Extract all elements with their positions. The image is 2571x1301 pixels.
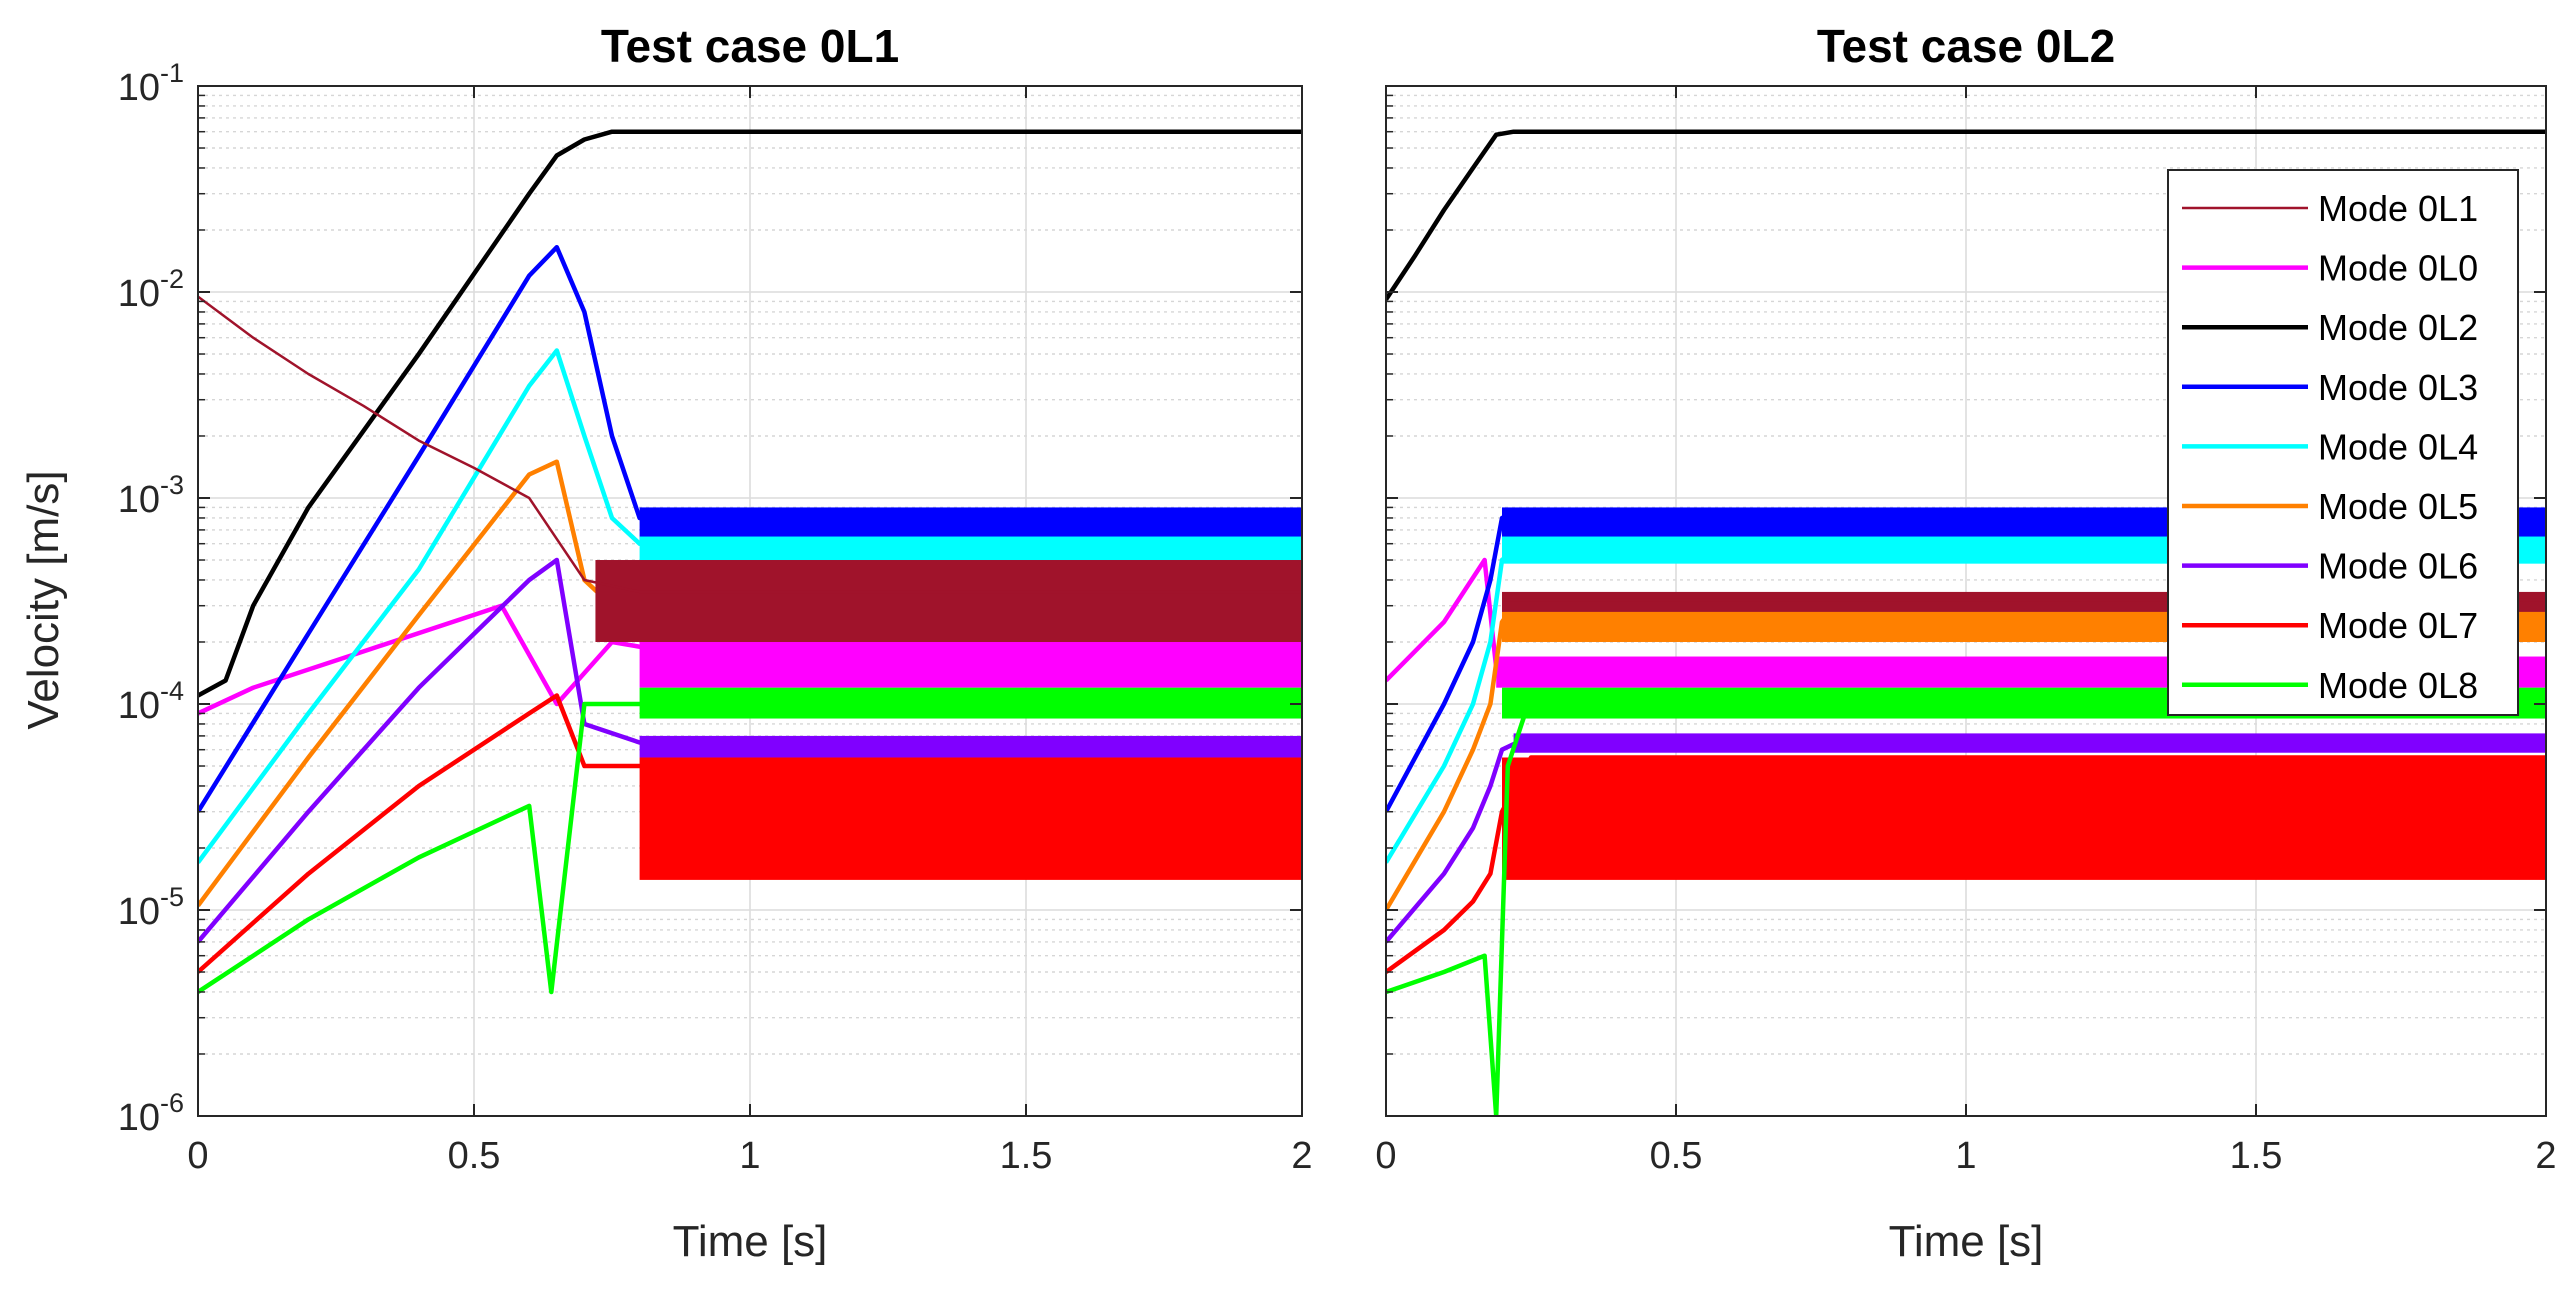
mode-0l6-line [198, 557, 1302, 944]
y-tick-base: 10 [118, 479, 160, 521]
legend-label: Mode 0L7 [2318, 605, 2478, 646]
legend-label: Mode 0L0 [2318, 248, 2478, 289]
y-tick-base: 10 [118, 891, 160, 933]
legend-item-mode-0l0[interactable]: Mode 0L0 [2182, 248, 2478, 289]
mode-0l1-line [198, 295, 1302, 594]
mode-0l0-oscillation-band [639, 633, 1302, 688]
legend-item-mode-0l5[interactable]: Mode 0L5 [2182, 486, 2478, 527]
x-tick-label: 0 [187, 1135, 208, 1177]
mode-0l4-line [198, 348, 1302, 864]
mode-0l0-line [1386, 557, 2546, 683]
legend-item-mode-0l1[interactable]: Mode 0L1 [2182, 188, 2478, 229]
y-tick-base: 10 [118, 685, 160, 727]
x-tick-label: 0.5 [448, 1135, 501, 1177]
legend-items: Mode 0L1 Mode 0L0 Mode 0L2 Mode 0L3 Mode 0L4… [2182, 188, 2478, 706]
y-tick-label: 10-2 [118, 264, 184, 315]
legend-label: Mode 0L3 [2318, 367, 2478, 408]
mode-0l6-oscillation-band [639, 735, 1302, 758]
mode-0l7-oscillation-band [1502, 757, 2546, 880]
mode-0l8-line [198, 701, 1302, 995]
right-title: Test case 0L2 [1817, 20, 2115, 72]
y-tick-exponent: -1 [160, 58, 184, 88]
legend-label: Mode 0L1 [2318, 188, 2478, 229]
mode-0l2-line [1386, 129, 2546, 301]
y-tick-base: 10 [118, 1097, 160, 1139]
legend-label: Mode 0L8 [2318, 665, 2478, 706]
mode-0l7-oscillation-band [639, 757, 1302, 880]
x-tick-label: 0 [1375, 1135, 1396, 1177]
legend-item-mode-0l7[interactable]: Mode 0L7 [2182, 605, 2478, 646]
x-tick-label: 0.5 [1650, 1135, 1703, 1177]
legend-label: Mode 0L4 [2318, 426, 2478, 467]
legend-label: Mode 0L2 [2318, 307, 2478, 348]
x-tick-label: 1 [739, 1135, 760, 1177]
mode-0l7-line [198, 693, 1302, 974]
legend[interactable]: Mode 0L1 Mode 0L0 Mode 0L2 Mode 0L3 Mode 0L4… [2167, 169, 2519, 716]
legend-item-mode-0l3[interactable]: Mode 0L3 [2182, 367, 2478, 408]
mode-0l2-line [198, 129, 1302, 698]
mode-0l7-line [1386, 755, 2546, 974]
x-tick-label: 2 [1291, 1135, 1312, 1177]
left-series [198, 129, 1302, 995]
y-tick-label: 10-1 [118, 58, 184, 109]
y-tick-exponent: -6 [160, 1088, 184, 1118]
right-ticks: 0 0.5 1 1.5 2 [1375, 85, 2557, 1177]
mode-0l3-line [1386, 510, 2546, 813]
mode-0l6-line [1386, 733, 2546, 944]
x-tick-label: 1.5 [2230, 1135, 2283, 1177]
mode-0l8-line [1386, 693, 2546, 1116]
left-x-axis-label: Time [s] [673, 1217, 828, 1266]
right-panel: 0 0.5 1 1.5 2 Test case 0L2 Time [s] Mode 0L… [1375, 20, 2556, 1266]
mode-0l1-oscillation-band [595, 560, 1302, 642]
left-ticks: 0 0.5 1 1.5 210-610-510-410-310-210-1 [118, 58, 1313, 1177]
y-tick-label: 10-3 [118, 470, 184, 521]
mode-0l6-oscillation-band [1513, 733, 2546, 753]
right-x-axis-label: Time [s] [1889, 1217, 2044, 1266]
legend-item-mode-0l2[interactable]: Mode 0L2 [2182, 307, 2478, 348]
left-title: Test case 0L1 [601, 20, 899, 72]
mode-0l3-line [198, 244, 1302, 813]
legend-item-mode-0l8[interactable]: Mode 0L8 [2182, 665, 2478, 706]
y-tick-exponent: -5 [160, 882, 184, 912]
y-tick-exponent: -4 [160, 676, 184, 706]
y-tick-base: 10 [118, 67, 160, 109]
y-tick-label: 10-4 [118, 676, 184, 727]
mode-0l4-line [1386, 549, 2546, 864]
legend-item-mode-0l4[interactable]: Mode 0L4 [2182, 426, 2478, 467]
y-tick-exponent: -3 [160, 470, 184, 500]
left-panel: 0 0.5 1 1.5 210-610-510-410-310-210-1 Test c… [19, 20, 1313, 1266]
x-tick-label: 2 [2535, 1135, 2556, 1177]
legend-label: Mode 0L6 [2318, 546, 2478, 587]
y-tick-label: 10-6 [118, 1088, 184, 1139]
x-tick-label: 1 [1955, 1135, 1976, 1177]
x-tick-label: 1.5 [1000, 1135, 1053, 1177]
legend-label: Mode 0L5 [2318, 486, 2478, 527]
y-tick-label: 10-5 [118, 882, 184, 933]
mode-0l0-line [198, 603, 1302, 716]
left-y-axis-label: Velocity [m/s] [19, 470, 68, 729]
y-tick-exponent: -2 [160, 264, 184, 294]
y-tick-base: 10 [118, 273, 160, 315]
legend-item-mode-0l6[interactable]: Mode 0L6 [2182, 546, 2478, 587]
